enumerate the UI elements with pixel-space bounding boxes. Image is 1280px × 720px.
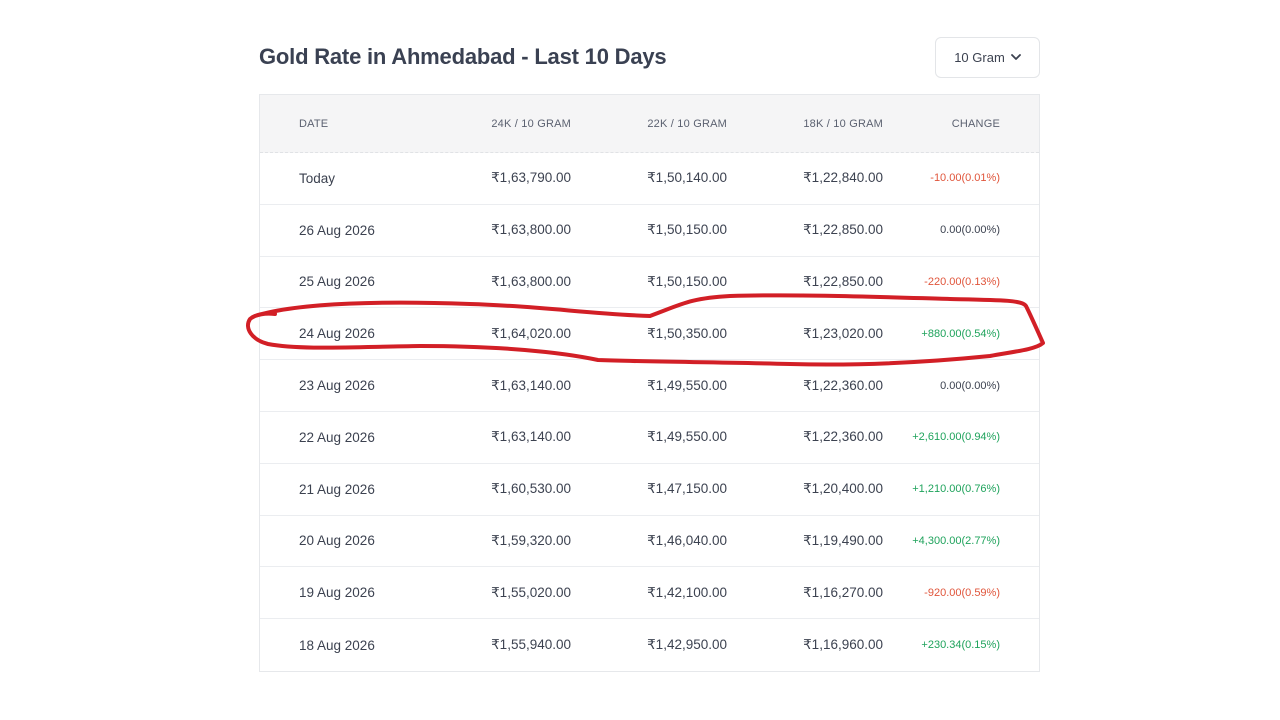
cell-date: 25 Aug 2026 xyxy=(299,274,375,290)
cell-18k-price: ₹1,16,960.00 xyxy=(803,637,883,653)
cell-24k-price: ₹1,55,940.00 xyxy=(491,637,571,653)
table-row: 26 Aug 2026 ₹1,63,800.00 ₹1,50,150.00 ₹1,22… xyxy=(260,205,1039,257)
cell-date: 24 Aug 2026 xyxy=(299,326,375,342)
cell-18k-price: ₹1,22,360.00 xyxy=(803,377,883,393)
cell-24k-price: ₹1,63,790.00 xyxy=(491,170,571,186)
cell-change: +4,300.00(2.77%) xyxy=(912,534,1000,547)
cell-18k-price: ₹1,20,400.00 xyxy=(803,481,883,497)
cell-date: 18 Aug 2026 xyxy=(299,637,375,653)
cell-18k-price: ₹1,22,850.00 xyxy=(803,222,883,238)
cell-24k-price: ₹1,63,140.00 xyxy=(491,429,571,445)
table-row: Today ₹1,63,790.00 ₹1,50,140.00 ₹1,22,840.0… xyxy=(260,153,1039,205)
cell-18k-price: ₹1,23,020.00 xyxy=(803,325,883,341)
cell-22k-price: ₹1,49,550.00 xyxy=(647,377,727,393)
header-22k: 22K / 10 GRAM xyxy=(647,117,727,130)
cell-18k-price: ₹1,19,490.00 xyxy=(803,532,883,548)
chevron-down-icon xyxy=(1010,54,1021,61)
table-row: 18 Aug 2026 ₹1,55,940.00 ₹1,42,950.00 ₹1,16… xyxy=(260,619,1039,671)
cell-22k-price: ₹1,50,350.00 xyxy=(647,325,727,341)
unit-dropdown-value: 10 Gram xyxy=(954,50,1005,65)
cell-change: -220.00(0.13%) xyxy=(924,275,1000,288)
table-row: 23 Aug 2026 ₹1,63,140.00 ₹1,49,550.00 ₹1,22… xyxy=(260,360,1039,412)
table-row: 21 Aug 2026 ₹1,60,530.00 ₹1,47,150.00 ₹1,20… xyxy=(260,464,1039,516)
cell-24k-price: ₹1,63,800.00 xyxy=(491,222,571,238)
cell-18k-price: ₹1,22,840.00 xyxy=(803,170,883,186)
table-row: 20 Aug 2026 ₹1,59,320.00 ₹1,46,040.00 ₹1,19… xyxy=(260,516,1039,568)
header-date: DATE xyxy=(299,117,329,130)
table-row: 24 Aug 2026 ₹1,64,020.00 ₹1,50,350.00 ₹1,23… xyxy=(260,308,1039,361)
cell-change: 0.00(0.00%) xyxy=(940,379,1000,392)
cell-22k-price: ₹1,50,150.00 xyxy=(647,222,727,238)
cell-change: +1,210.00(0.76%) xyxy=(912,483,1000,496)
unit-dropdown[interactable]: 10 Gram xyxy=(935,37,1040,78)
cell-18k-price: ₹1,22,850.00 xyxy=(803,273,883,289)
table-row: 22 Aug 2026 ₹1,63,140.00 ₹1,49,550.00 ₹1,22… xyxy=(260,412,1039,464)
table-row: 19 Aug 2026 ₹1,55,020.00 ₹1,42,100.00 ₹1,16… xyxy=(260,567,1039,620)
table-header: DATE 24K / 10 GRAM 22K / 10 GRAM 18K / 1… xyxy=(260,95,1039,153)
cell-24k-price: ₹1,63,140.00 xyxy=(491,377,571,393)
cell-24k-price: ₹1,55,020.00 xyxy=(491,584,571,600)
cell-22k-price: ₹1,50,150.00 xyxy=(647,273,727,289)
header-18k: 18K / 10 GRAM xyxy=(803,117,883,130)
cell-change: +230.34(0.15%) xyxy=(921,639,1000,652)
gold-rate-table: DATE 24K / 10 GRAM 22K / 10 GRAM 18K / 1… xyxy=(259,94,1040,672)
cell-18k-price: ₹1,22,360.00 xyxy=(803,429,883,445)
cell-date: 22 Aug 2026 xyxy=(299,429,375,445)
cell-date: 26 Aug 2026 xyxy=(299,222,375,238)
cell-22k-price: ₹1,42,950.00 xyxy=(647,637,727,653)
cell-date: 23 Aug 2026 xyxy=(299,378,375,394)
table-row: 25 Aug 2026 ₹1,63,800.00 ₹1,50,150.00 ₹1,22… xyxy=(260,257,1039,309)
header-24k: 24K / 10 GRAM xyxy=(491,117,571,130)
cell-change: +880.00(0.54%) xyxy=(921,327,1000,340)
cell-date: 20 Aug 2026 xyxy=(299,533,375,549)
table-body: Today ₹1,63,790.00 ₹1,50,140.00 ₹1,22,840.0… xyxy=(260,153,1039,671)
cell-24k-price: ₹1,64,020.00 xyxy=(491,325,571,341)
cell-22k-price: ₹1,49,550.00 xyxy=(647,429,727,445)
cell-date: 19 Aug 2026 xyxy=(299,585,375,601)
cell-24k-price: ₹1,63,800.00 xyxy=(491,273,571,289)
cell-22k-price: ₹1,47,150.00 xyxy=(647,481,727,497)
cell-date: Today xyxy=(299,170,336,186)
cell-change: -10.00(0.01%) xyxy=(930,172,1000,185)
cell-22k-price: ₹1,50,140.00 xyxy=(647,170,727,186)
cell-change: 0.00(0.00%) xyxy=(940,224,1000,237)
cell-change: -920.00(0.59%) xyxy=(924,586,1000,599)
cell-24k-price: ₹1,59,320.00 xyxy=(491,532,571,548)
cell-18k-price: ₹1,16,270.00 xyxy=(803,584,883,600)
cell-24k-price: ₹1,60,530.00 xyxy=(491,481,571,497)
cell-22k-price: ₹1,46,040.00 xyxy=(647,532,727,548)
header-change: CHANGE xyxy=(951,117,1000,130)
cell-date: 21 Aug 2026 xyxy=(299,481,375,497)
page-title: Gold Rate in Ahmedabad - Last 10 Days xyxy=(259,44,667,69)
cell-change: +2,610.00(0.94%) xyxy=(912,431,1000,444)
cell-22k-price: ₹1,42,100.00 xyxy=(647,584,727,600)
